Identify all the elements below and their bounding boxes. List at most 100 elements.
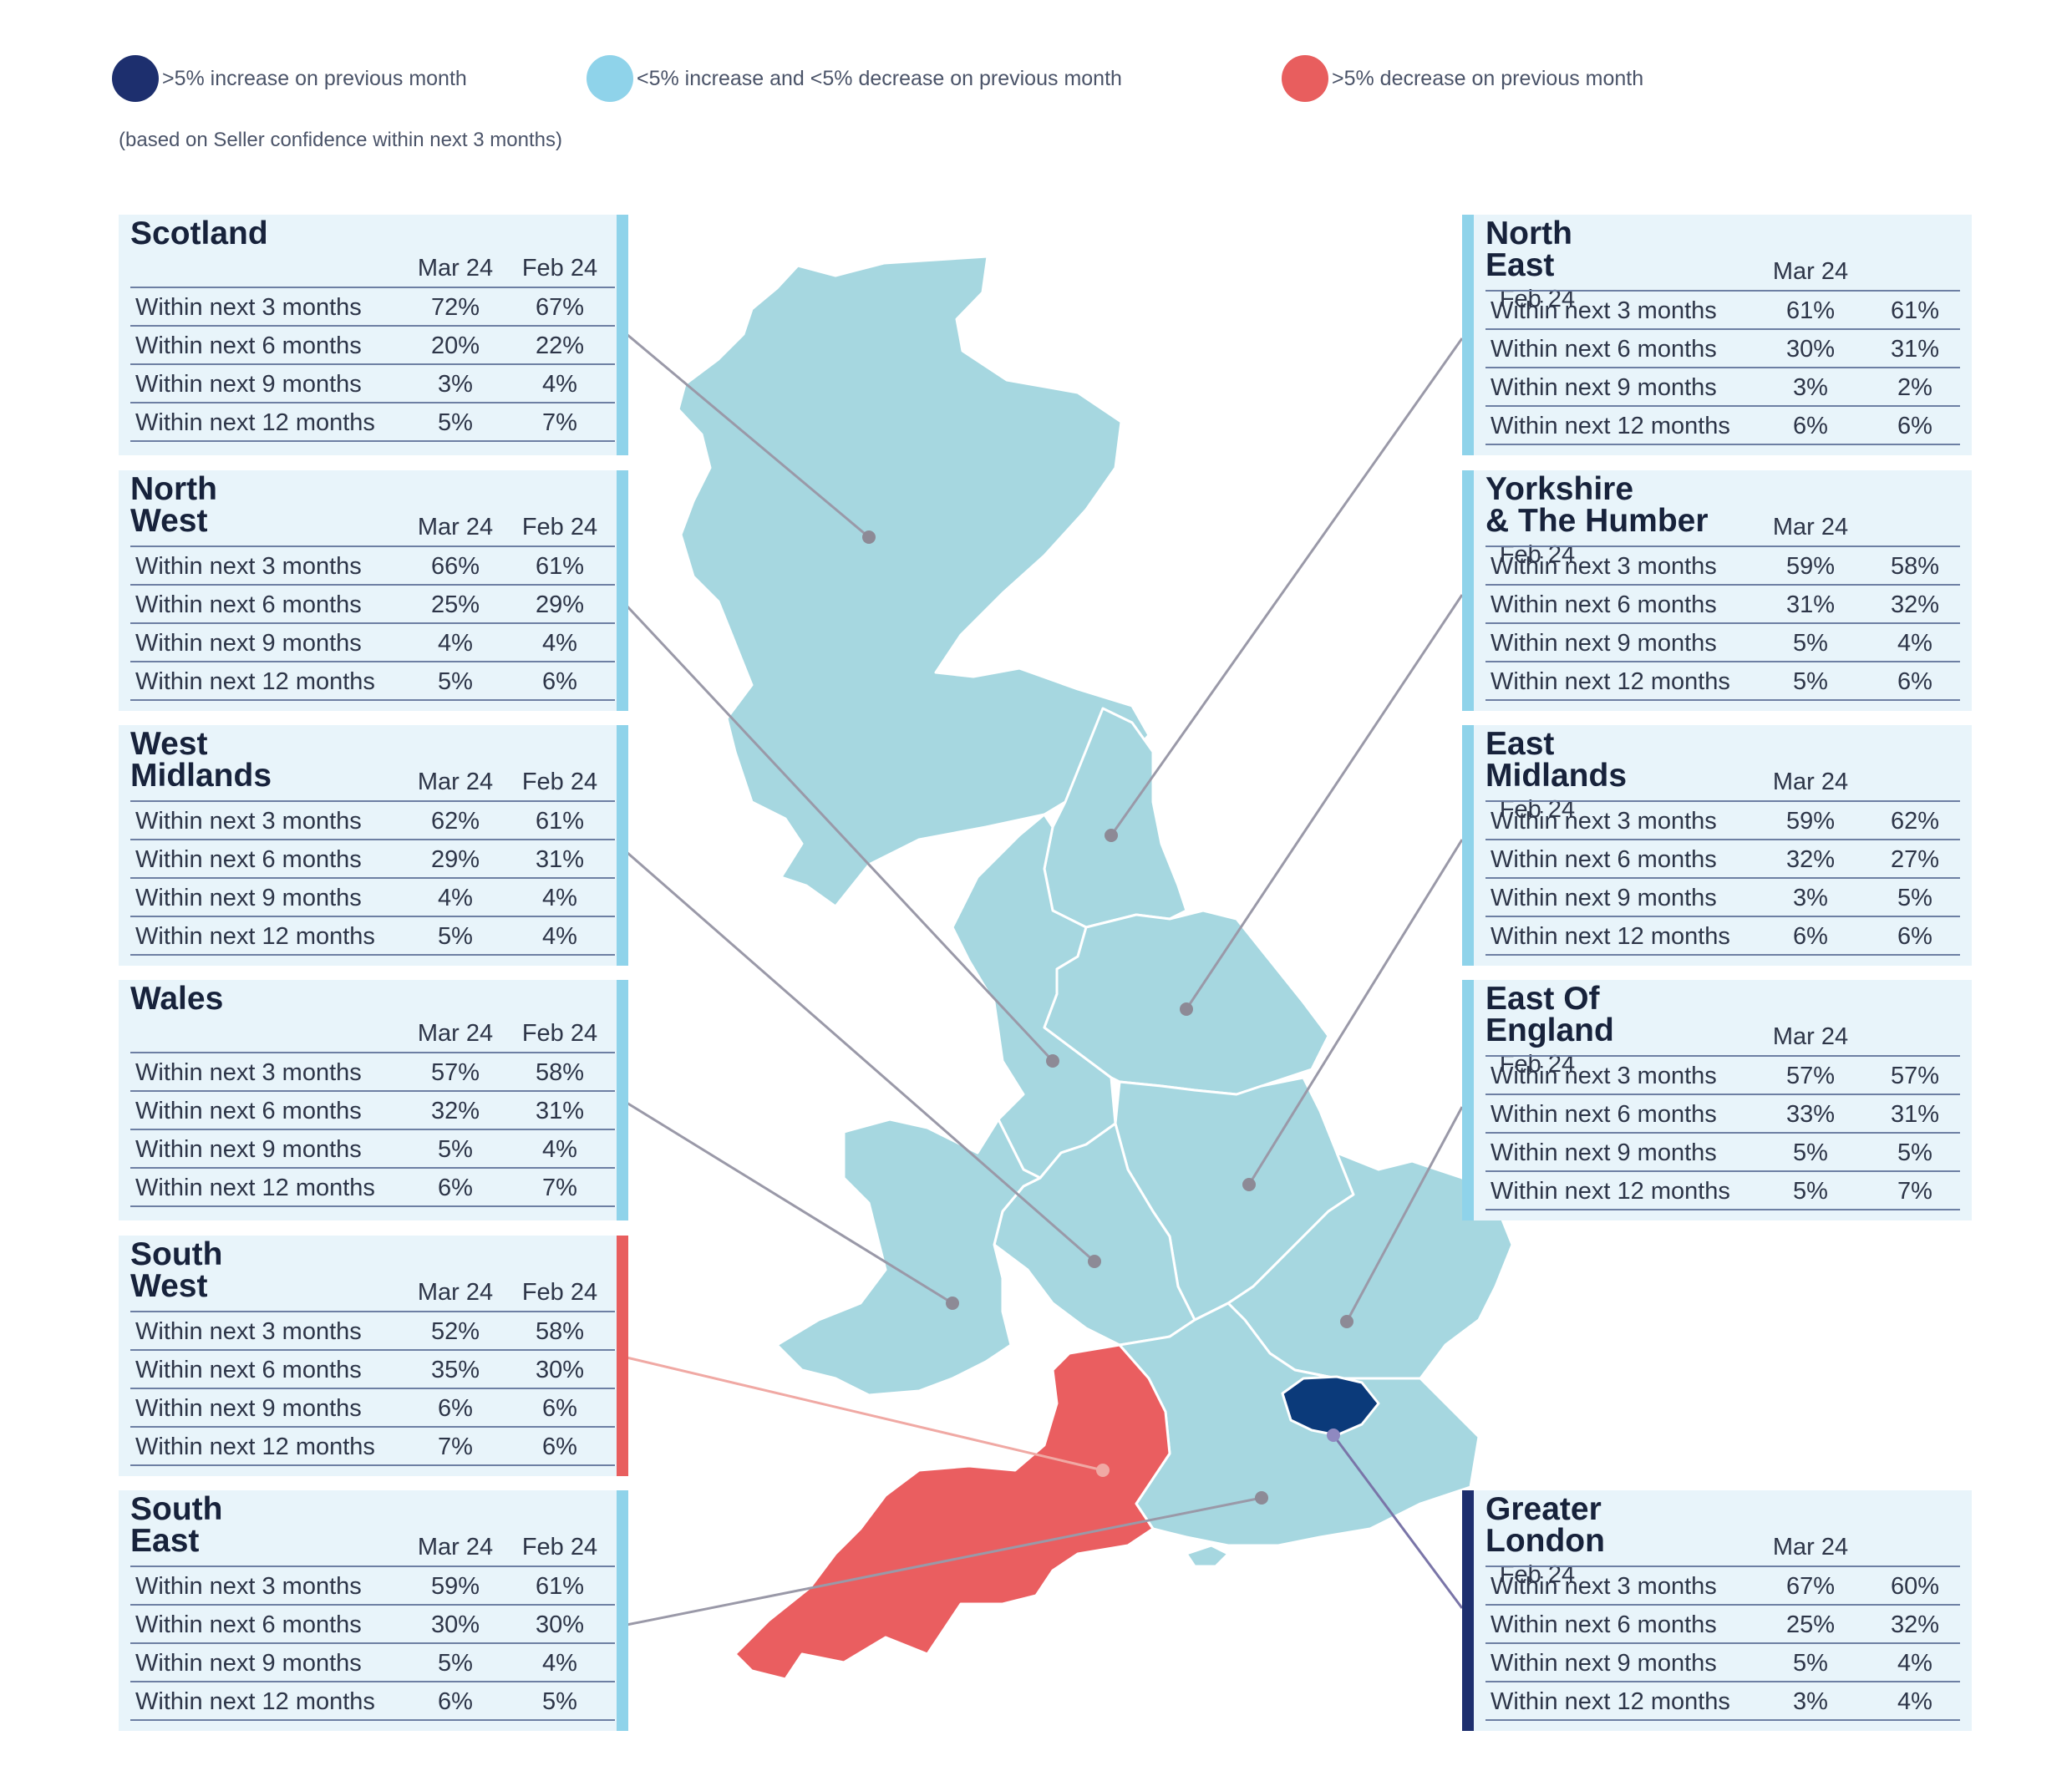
row-label: Within next 3 months — [1491, 1063, 1717, 1089]
row-value-mar: 3% — [1793, 1688, 1828, 1715]
row-value-mar: 35% — [430, 1357, 480, 1383]
row-label: Within next 6 months — [1491, 1611, 1717, 1638]
region-title-line: South — [130, 1236, 223, 1272]
row-value-feb: 31% — [535, 1098, 585, 1124]
region-title-line: Yorkshire — [1485, 471, 1634, 507]
leader-line — [626, 850, 1095, 1263]
region-title-line: East — [1485, 247, 1555, 283]
region-title-line: East — [1485, 726, 1555, 762]
region-marker-dot — [862, 530, 876, 544]
table-row: Within next 12 months 5% 6% — [1485, 661, 1960, 699]
row-value-feb: 6% — [542, 668, 577, 695]
column-headers: Mar 24 Feb 24 — [130, 1279, 615, 1307]
table-row: Within next 12 months 6% 7% — [130, 1167, 615, 1205]
row-value-feb: 29% — [535, 591, 585, 618]
row-label: Within next 6 months — [135, 591, 362, 618]
row-value-mar: 7% — [438, 1434, 473, 1460]
table-row: Within next 3 months 72% 67% — [130, 287, 615, 325]
region-marker-dot — [1046, 1054, 1059, 1068]
column-header: Mar 24 — [417, 255, 494, 282]
column-header: Mar 24 — [417, 1020, 494, 1047]
row-value-feb: 4% — [542, 1136, 577, 1163]
row-value-feb: 30% — [535, 1611, 585, 1638]
row-value-mar: 32% — [1785, 846, 1836, 873]
table-row: Within next 12 months 3% 4% — [1485, 1681, 1960, 1719]
row-value-feb: 31% — [535, 846, 585, 873]
row-label: Within next 3 months — [135, 553, 362, 580]
row-label: Within next 3 months — [135, 294, 362, 321]
row-value-mar: 61% — [1785, 297, 1836, 324]
row-value-feb: 5% — [542, 1688, 577, 1715]
region-title: North West — [130, 473, 217, 539]
region-marker-dot — [1340, 1315, 1353, 1328]
row-value-feb: 58% — [1890, 553, 1940, 580]
column-headers: Mar 24 Feb 24 — [130, 1534, 615, 1561]
leader-line — [625, 604, 1054, 1063]
row-value-feb: 22% — [535, 332, 585, 359]
legend-item-decrease: >5% decrease on previous month — [1282, 55, 1643, 102]
table-row: Within next 6 months 25% 29% — [130, 584, 615, 622]
row-value-feb: 30% — [535, 1357, 585, 1383]
table-row: Within next 6 months 25% 32% — [1485, 1604, 1960, 1642]
table-row: Within next 3 months 66% 61% — [130, 546, 615, 584]
row-value-mar: 5% — [438, 1136, 473, 1163]
row-label: Within next 9 months — [1491, 630, 1717, 657]
region-table-west-midlands: West Midlands Mar 24 Feb 24 Within next 3 m… — [119, 725, 628, 966]
column-headers: Mar 24 Feb 24 — [130, 514, 615, 541]
map-region-greater-london[interactable] — [1281, 1375, 1380, 1437]
table-row: Within next 6 months 35% 30% — [130, 1349, 615, 1388]
status-bar — [1462, 470, 1474, 711]
table-bottom-rule — [130, 1464, 615, 1466]
region-title: Yorkshire & The Humber — [1485, 471, 1709, 539]
row-value-feb: 6% — [1897, 923, 1932, 950]
row-label: Within next 3 months — [135, 1573, 362, 1600]
table-row: Within next 6 months 32% 27% — [1485, 839, 1960, 877]
region-title-line: Greater — [1485, 1491, 1602, 1527]
region-table-east-midlands: East Midlands Mar 24Feb 24 Within next 3 m… — [1462, 725, 1972, 966]
row-value-feb: 32% — [1890, 1611, 1940, 1638]
table-row: Within next 6 months 31% 32% — [1485, 584, 1960, 622]
column-header: Feb 24 — [521, 255, 598, 282]
table-row: Within next 9 months 5% 5% — [1485, 1132, 1960, 1170]
leader-lines — [625, 332, 1464, 1626]
column-header: Mar 24 — [417, 514, 494, 540]
map-region-scotland[interactable] — [677, 255, 1150, 908]
column-header: Mar 24 — [1772, 1534, 1849, 1560]
region-table-wales: Wales Mar 24 Feb 24 Within next 3 months 57… — [119, 980, 628, 1220]
region-title: North East — [1485, 217, 1572, 283]
table-row: Within next 3 months 57% 57% — [1485, 1055, 1960, 1094]
table-row: Within next 3 months 59% 61% — [130, 1566, 615, 1604]
region-title-line: & The Humber — [1485, 503, 1709, 539]
row-label: Within next 9 months — [135, 1395, 362, 1422]
row-label: Within next 9 months — [1491, 885, 1717, 911]
row-value-mar: 31% — [1785, 591, 1836, 618]
row-value-mar: 30% — [1785, 336, 1836, 363]
row-label: Within next 6 months — [1491, 1101, 1717, 1128]
table-row: Within next 3 months 59% 62% — [1485, 800, 1960, 839]
region-title-line: West — [130, 503, 208, 539]
table-row: Within next 6 months 29% 31% — [130, 839, 615, 877]
table-bottom-rule — [130, 699, 615, 701]
column-header: Feb 24 — [521, 769, 598, 795]
map-region-wales[interactable] — [775, 1118, 1042, 1397]
row-value-mar: 5% — [1793, 1139, 1828, 1166]
row-value-mar: 6% — [1793, 413, 1828, 439]
row-value-feb: 61% — [535, 553, 585, 580]
row-value-mar: 5% — [1793, 1178, 1828, 1205]
table-row: Within next 9 months 5% 4% — [130, 1129, 615, 1167]
table-bottom-rule — [1485, 954, 1960, 956]
map-region-south-west[interactable] — [734, 1343, 1171, 1681]
row-value-feb: 31% — [1890, 1101, 1940, 1128]
table-row: Within next 12 months 5% 7% — [1485, 1170, 1960, 1209]
table-row: Within next 12 months 7% 6% — [130, 1426, 615, 1464]
table-bottom-rule — [1485, 1719, 1960, 1721]
row-value-mar: 5% — [1793, 668, 1828, 695]
row-value-mar: 6% — [438, 1175, 473, 1201]
region-marker-dot — [1255, 1491, 1268, 1505]
row-value-mar: 3% — [438, 371, 473, 398]
table-row: Within next 12 months 6% 5% — [130, 1681, 615, 1719]
region-title-line: West — [130, 726, 208, 762]
legend-label: <5% increase and <5% decrease on previou… — [637, 66, 1122, 90]
map-regions — [677, 255, 1514, 1681]
